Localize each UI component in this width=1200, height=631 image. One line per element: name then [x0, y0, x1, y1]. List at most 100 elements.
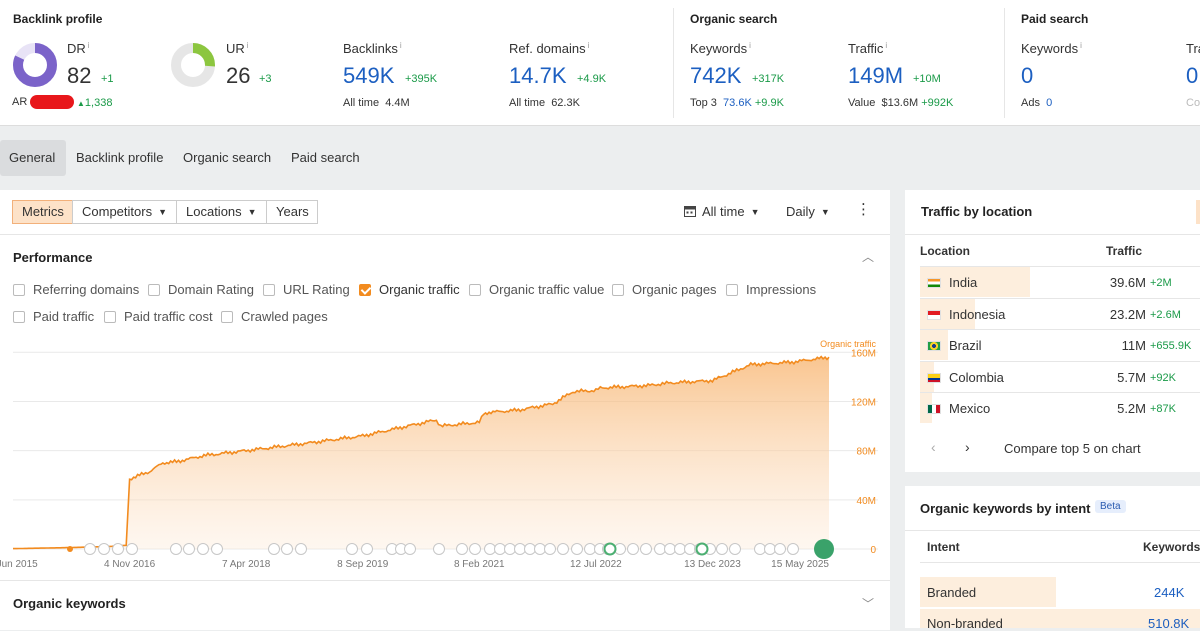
location-delta: +655.9K [1150, 340, 1192, 352]
years-segment[interactable]: Years [266, 200, 318, 224]
algorithm-update-marker [544, 543, 556, 555]
ur-donut-icon [171, 43, 215, 87]
location-share-bar [920, 393, 932, 423]
location-country[interactable]: Colombia [927, 370, 1004, 385]
x-tick-label: 4 Jun 2015 [0, 559, 38, 570]
backlinks-delta: +395K [405, 73, 438, 85]
divider [0, 580, 890, 581]
algorithm-update-marker [504, 543, 516, 555]
location-delta: +2.6M [1150, 308, 1181, 321]
algorithm-update-marker [787, 543, 799, 555]
divider [920, 297, 1200, 299]
divider [920, 266, 1200, 267]
algorithm-update-marker [674, 543, 686, 555]
location-country[interactable]: Brazil [927, 338, 982, 353]
dr-donut-icon [13, 43, 57, 87]
location-delta: +87K [1150, 403, 1176, 415]
algorithm-update-marker [584, 543, 596, 555]
expand-chevron-icon[interactable]: ﹀ [862, 597, 875, 611]
metrics-segment[interactable]: Metrics [12, 200, 73, 224]
checkbox-domain-rating[interactable]: Domain Rating [148, 282, 254, 297]
location-traffic: 23.2M [1109, 306, 1146, 322]
location-country[interactable]: Mexico [927, 401, 990, 416]
algorithm-update-marker [684, 543, 696, 555]
location-country[interactable]: Indonesia [927, 307, 1005, 322]
calendar-icon [684, 206, 696, 217]
traffic-by-location-panel: Traffic by location Location Traffic Ind… [905, 190, 1200, 472]
divider [905, 530, 1200, 531]
x-tick-label: 8 Feb 2021 [454, 559, 505, 570]
algorithm-update-marker [494, 543, 506, 555]
current-marker [814, 539, 834, 559]
ref-domains-alltime: All time 62.3K [509, 97, 580, 109]
organic-traffic-chart[interactable]: 160M 120M 80M 40M 0 Organic traffic 4 Jun 2015… [0, 330, 890, 575]
paid-search-title: Paid search [1021, 12, 1089, 26]
prev-icon[interactable]: ‹ [931, 439, 936, 455]
algorithm-update-marker [754, 543, 766, 555]
beta-badge: Beta [1095, 500, 1126, 513]
granularity-select[interactable]: Daily ▼ [786, 204, 830, 219]
checkbox-paid-traffic[interactable]: Paid traffic [13, 309, 94, 324]
organic-traffic-value[interactable]: 149M [848, 63, 904, 88]
metrics-header: Backlink profile DR i 82 +1 AR ▲1,338 UR i… [0, 0, 1200, 126]
branded-bar [920, 577, 1056, 607]
tab-backlink-profile[interactable]: Backlink profile [76, 150, 164, 165]
more-options-icon[interactable]: ⋮ [856, 201, 871, 218]
organic-keywords-value[interactable]: 742K [690, 63, 742, 88]
ar-delta: ▲1,338 [77, 97, 113, 109]
paid-keywords-value[interactable]: 0 [1021, 63, 1034, 88]
checkbox-organic-pages[interactable]: Organic pages [612, 282, 717, 297]
next-icon[interactable]: › [965, 439, 970, 455]
divider [0, 234, 890, 235]
date-range-select[interactable]: All time ▼ [684, 204, 760, 219]
location-country[interactable]: India [927, 275, 977, 290]
organic-traffic-label: Traffic i [848, 41, 888, 56]
algorithm-update-marker [346, 543, 358, 555]
checkbox-organic-traffic[interactable]: Organic traffic [359, 282, 460, 297]
algorithm-update-marker [571, 543, 583, 555]
checkbox-impressions[interactable]: Impressions [726, 282, 816, 297]
paid-ads: Ads 0 [1021, 97, 1053, 109]
checkbox-crawled-pages[interactable]: Crawled pages [221, 309, 328, 324]
divider [673, 8, 674, 118]
col-traffic: Traffic [1106, 244, 1143, 258]
collapse-chevron-icon[interactable]: ︿ [862, 250, 875, 264]
locations-segment[interactable]: Locations ▼ [176, 200, 267, 224]
checkbox-referring-domains[interactable]: Referring domains [13, 282, 139, 297]
compare-link[interactable]: Compare top 5 on chart [1004, 441, 1141, 456]
algorithm-update-marker [534, 543, 546, 555]
organic-traffic-delta: +10M [913, 73, 941, 85]
intent-branded-keywords[interactable]: 244K [1154, 585, 1185, 600]
algorithm-update-marker [211, 543, 223, 555]
divider [920, 329, 1200, 330]
location-traffic: 5.7M [1117, 369, 1146, 385]
paid-traffic-value[interactable]: 0 [1186, 63, 1199, 88]
tab-paid-search[interactable]: Paid search [291, 150, 360, 165]
keywords-by-intent-panel: Organic keywords by intent Beta Intent K… [905, 486, 1200, 631]
competitors-segment[interactable]: Competitors ▼ [72, 200, 177, 224]
algorithm-update-marker [183, 543, 195, 555]
tab-organic-search[interactable]: Organic search [183, 150, 272, 165]
algorithm-update-marker [456, 543, 468, 555]
ref-domains-value[interactable]: 14.7K [509, 63, 567, 88]
location-traffic: 11M [1121, 338, 1146, 353]
intent-non-branded-keywords[interactable]: 510.8K [1148, 616, 1190, 631]
tab-general[interactable]: General [0, 140, 66, 176]
checkbox-organic-traffic-value[interactable]: Organic traffic value [469, 282, 604, 297]
divider [920, 562, 1200, 563]
algorithm-update-marker [640, 543, 652, 555]
brazil-flag-icon [927, 341, 941, 351]
algorithm-update-marker [112, 543, 124, 555]
dr-value: 82 [67, 63, 92, 88]
panel-toggle[interactable] [1196, 200, 1200, 224]
algorithm-update-marker [514, 543, 526, 555]
y-tick-label: 40M [857, 496, 876, 507]
dr-label: DR i [67, 41, 90, 56]
checkbox-url-rating[interactable]: URL Rating [263, 282, 350, 297]
checkbox-paid-traffic-cost[interactable]: Paid traffic cost [104, 309, 213, 324]
algorithm-update-marker [484, 543, 496, 555]
backlinks-value[interactable]: 549K [343, 63, 395, 88]
col-intent: Intent [927, 540, 960, 554]
algorithm-update-marker [603, 542, 617, 556]
organic-traffic-line [13, 355, 830, 550]
